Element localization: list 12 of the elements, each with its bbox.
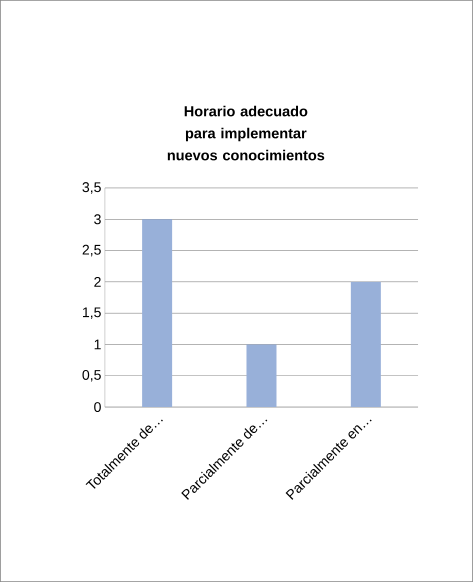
bar: [142, 219, 172, 408]
y-tick-label: 1,5: [83, 307, 101, 319]
bar: [350, 282, 381, 408]
y-tick-label: 3,5: [82, 182, 101, 194]
y-tick-label: 3: [94, 214, 101, 224]
y-tick-label: 1: [94, 340, 101, 350]
bar: [246, 344, 277, 408]
y-tick-label: 2: [94, 276, 101, 287]
y-tick-label: 0,5: [82, 370, 101, 382]
chart-title: Horario adecuado para implementar nuevos conocimientos: [168, 106, 324, 160]
y-tick-label: 2,5: [82, 244, 101, 256]
y-tick-label: 0: [94, 402, 101, 412]
